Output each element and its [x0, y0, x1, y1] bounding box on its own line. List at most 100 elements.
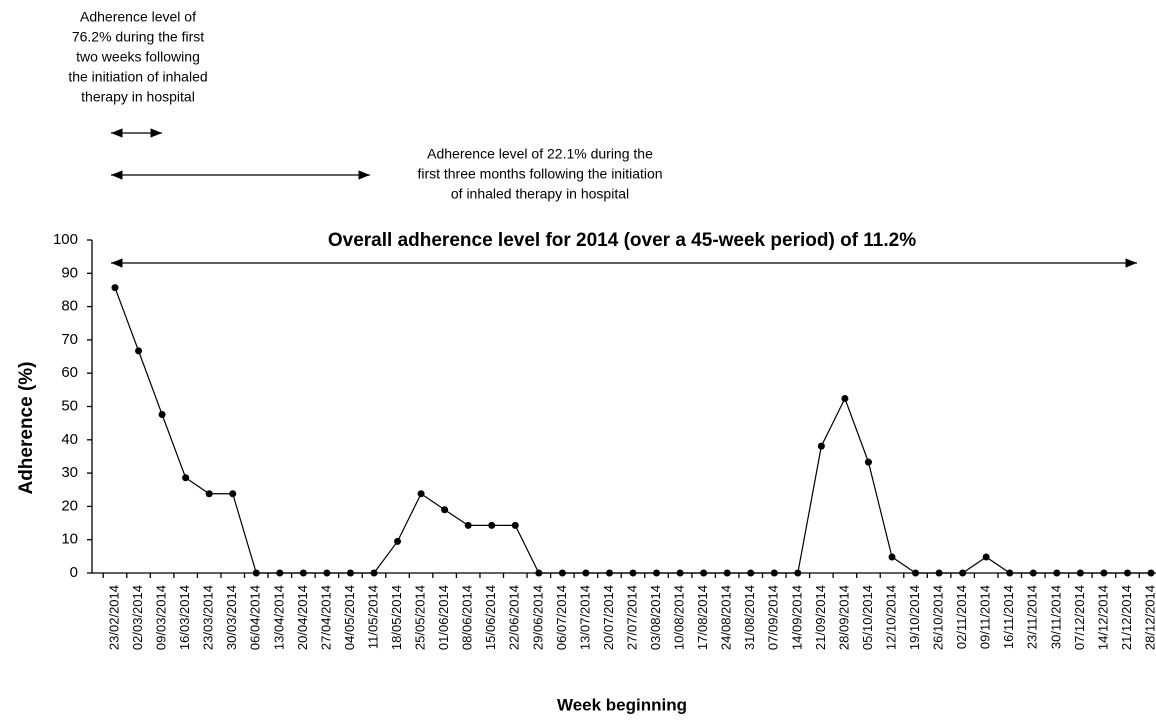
x-tick-label: 21/09/2014 [813, 585, 828, 650]
annotation-text: Adherence level of 22.1% during the [427, 146, 653, 162]
data-point [558, 569, 566, 577]
data-point [111, 284, 119, 292]
data-point [370, 569, 378, 577]
x-tick-label: 17/08/2014 [695, 585, 710, 650]
data-point [135, 347, 143, 355]
data-point [605, 569, 613, 577]
y-tick-label: 20 [61, 497, 78, 514]
x-tick-label: 23/03/2014 [201, 585, 216, 650]
x-tick-label: 25/05/2014 [413, 585, 428, 650]
x-tick-label: 27/07/2014 [624, 585, 639, 650]
x-tick-label: 01/06/2014 [436, 585, 451, 650]
x-tick-label: 10/08/2014 [672, 585, 687, 650]
x-tick-label: 20/07/2014 [601, 585, 616, 650]
data-point [912, 569, 920, 577]
x-tick-label: 02/03/2014 [130, 585, 145, 650]
data-point [935, 569, 943, 577]
data-point [441, 506, 449, 514]
x-tick-label: 02/11/2014 [954, 585, 969, 649]
data-point [299, 569, 307, 577]
x-tick-label: 24/08/2014 [719, 585, 734, 650]
data-point [158, 410, 166, 418]
data-point [535, 569, 543, 577]
x-tick-label: 18/05/2014 [389, 585, 404, 650]
x-axis-title: Week beginning [557, 695, 687, 714]
data-point [511, 521, 519, 529]
data-point [1076, 569, 1084, 577]
x-tick-label: 19/10/2014 [907, 585, 922, 650]
data-point [794, 569, 802, 577]
x-tick-label: 09/03/2014 [154, 585, 169, 650]
y-tick-label: 60 [61, 364, 78, 381]
data-point [888, 553, 896, 561]
x-tick-label: 14/09/2014 [789, 585, 804, 650]
data-point [723, 569, 731, 577]
annotation-text: first three months following the initiat… [417, 166, 662, 182]
data-point [770, 569, 778, 577]
y-tick-label: 0 [70, 564, 78, 581]
x-tick-label: 27/04/2014 [318, 585, 333, 650]
x-tick-label: 20/04/2014 [295, 585, 310, 650]
data-point [417, 490, 425, 498]
data-point [1029, 569, 1037, 577]
annotation-text: the initiation of inhaled [68, 69, 207, 85]
data-point [629, 569, 637, 577]
x-tick-label: 15/06/2014 [483, 585, 498, 650]
y-tick-label: 80 [61, 298, 78, 315]
x-tick-label: 23/02/2014 [106, 585, 121, 650]
data-point [747, 569, 755, 577]
x-tick-label: 13/04/2014 [271, 585, 286, 650]
data-point [864, 458, 872, 466]
data-point [205, 490, 213, 498]
x-tick-label: 06/07/2014 [554, 585, 569, 650]
annotation-text: therapy in hospital [81, 89, 195, 105]
data-line [114, 287, 1151, 574]
x-tick-label: 03/08/2014 [648, 585, 663, 650]
data-point [394, 537, 402, 545]
y-axis-title: Adherence (%) [16, 361, 37, 494]
y-tick-label: 40 [61, 431, 78, 448]
annotation-text: of inhaled therapy in hospital [451, 186, 629, 202]
x-tick-label: 09/11/2014 [978, 585, 993, 649]
x-tick-label: 04/05/2014 [342, 585, 357, 650]
x-tick-label: 29/06/2014 [530, 585, 545, 650]
annotation-text: Adherence level of [80, 9, 196, 25]
x-tick-label: 07/12/2014 [1072, 585, 1087, 650]
data-point [982, 553, 990, 561]
y-tick-label: 100 [53, 231, 78, 248]
data-point [488, 521, 496, 529]
x-tick-label: 16/11/2014 [1001, 585, 1016, 649]
x-tick-label: 30/11/2014 [1048, 585, 1063, 649]
data-point [676, 569, 684, 577]
x-tick-label: 11/05/2014 [365, 585, 380, 649]
x-tick-label: 28/09/2014 [836, 585, 851, 650]
x-tick-label: 30/03/2014 [224, 585, 239, 650]
data-point [1006, 569, 1014, 577]
x-tick-label: 22/06/2014 [507, 585, 522, 650]
annotation-text: Overall adherence level for 2014 (over a… [328, 230, 916, 251]
annotation-text: two weeks following [76, 49, 200, 65]
y-tick-label: 70 [61, 331, 78, 348]
x-tick-label: 28/12/2014 [1142, 585, 1156, 650]
x-tick-label: 05/10/2014 [860, 585, 875, 650]
data-point [582, 569, 590, 577]
x-tick-label: 07/09/2014 [766, 585, 781, 650]
x-tick-label: 13/07/2014 [577, 585, 592, 650]
data-point [1053, 569, 1061, 577]
y-tick-label: 10 [61, 531, 78, 548]
data-point [1100, 569, 1108, 577]
data-point [276, 569, 284, 577]
data-point [464, 521, 472, 529]
data-point [841, 395, 849, 403]
x-tick-label: 14/12/2014 [1095, 585, 1110, 650]
x-tick-label: 06/04/2014 [248, 585, 263, 650]
annotation-text: 76.2% during the first [72, 29, 204, 45]
data-point [229, 490, 237, 498]
y-tick-label: 50 [61, 397, 78, 414]
data-point [700, 569, 708, 577]
x-tick-label: 31/08/2014 [742, 585, 757, 650]
y-tick-label: 90 [61, 264, 78, 281]
data-point [817, 442, 825, 450]
x-tick-label: 26/10/2014 [931, 585, 946, 650]
